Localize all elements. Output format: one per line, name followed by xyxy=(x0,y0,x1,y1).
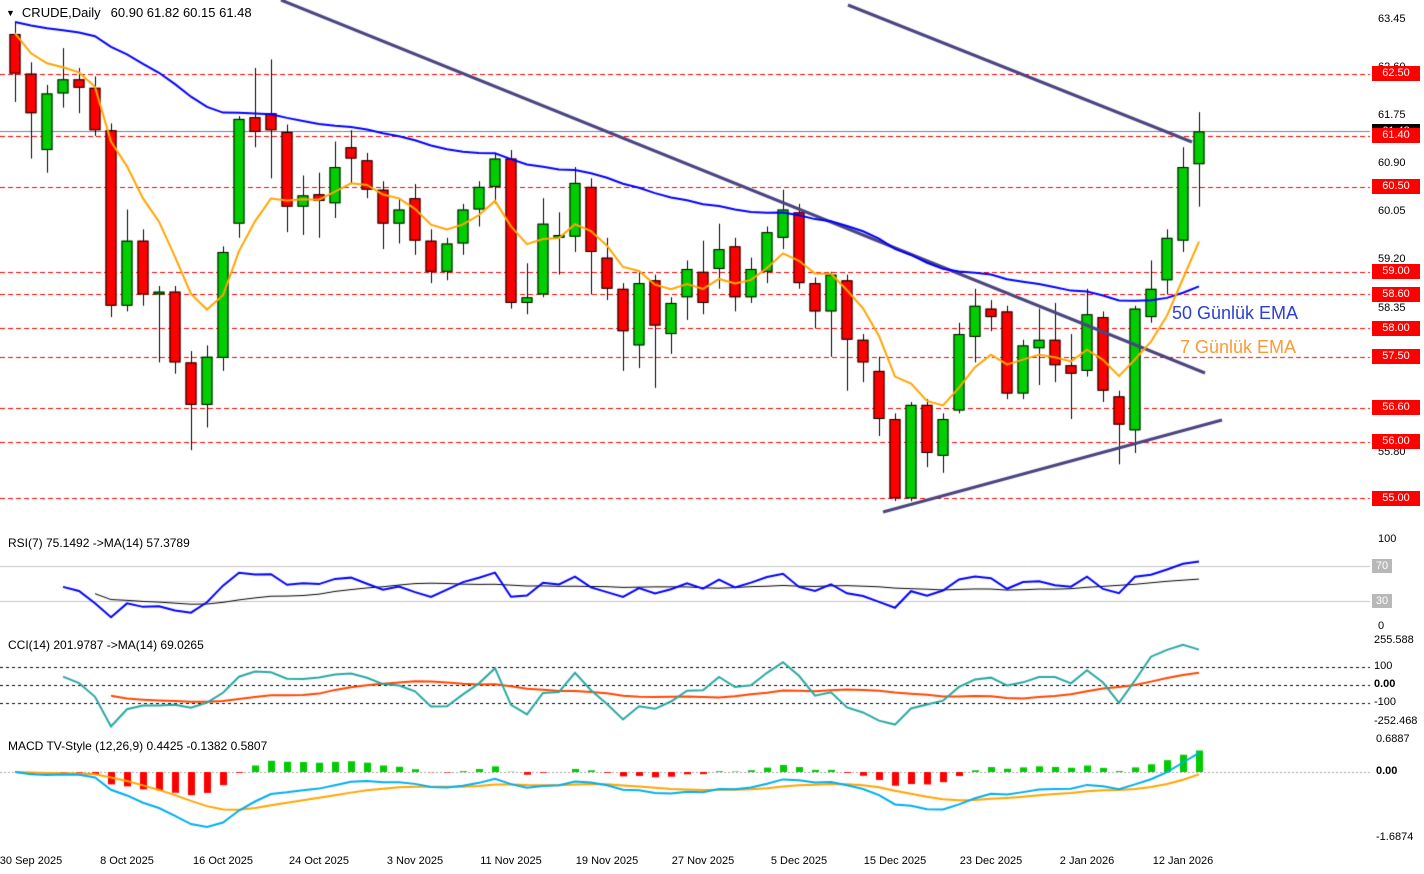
price-chart-canvas[interactable] xyxy=(0,0,1424,874)
